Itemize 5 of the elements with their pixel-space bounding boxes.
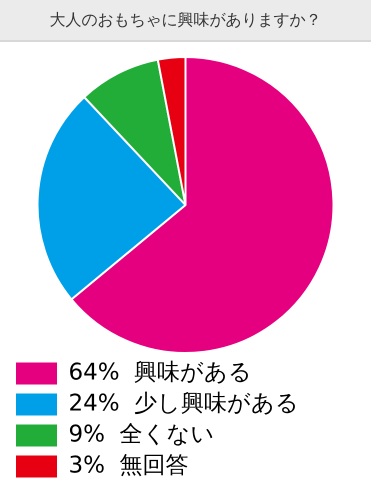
legend-label: 64% 興味がある — [68, 359, 252, 386]
legend-label: 24% 少し興味がある — [68, 390, 300, 416]
legend-label: 9% 全くない — [68, 421, 215, 448]
chart-title: 大人のおもちゃに興味がありますか？ — [0, 0, 371, 42]
legend-label: 3% 無回答 — [68, 452, 189, 478]
